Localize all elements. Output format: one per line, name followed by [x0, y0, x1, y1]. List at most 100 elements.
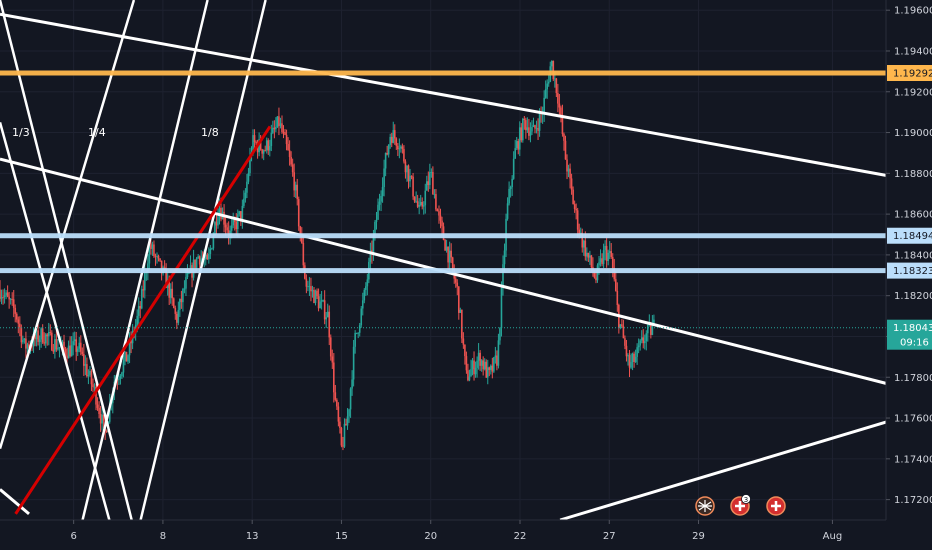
fan-line[interactable] [0, 122, 111, 521]
candle-body [425, 181, 428, 191]
candle-body [291, 164, 294, 173]
price-level-tag[interactable] [887, 65, 932, 82]
candle-body [354, 332, 356, 347]
y-tick-label: 1.19200 [894, 87, 932, 98]
candle-body [0, 297, 3, 299]
time-axis-panel[interactable] [0, 520, 886, 550]
candle-body [20, 327, 23, 343]
candle-body [339, 421, 341, 428]
event-icons[interactable]: 3 [695, 494, 786, 516]
candle-body [284, 132, 286, 135]
trend-line[interactable] [559, 420, 887, 522]
candle-body [537, 128, 539, 131]
candle-body [79, 342, 82, 352]
flag-uk-icon[interactable] [695, 496, 715, 516]
red-trend-line[interactable] [14, 125, 272, 515]
candle-body [334, 392, 337, 400]
candle-body [98, 407, 100, 414]
candle-body [614, 279, 617, 291]
candle-body [25, 338, 27, 349]
candle-body [278, 116, 280, 126]
y-tick-label: 1.17600 [894, 414, 932, 425]
candle-body [37, 330, 39, 342]
candle-body [357, 332, 359, 334]
candle-body [430, 172, 433, 173]
candle-body [416, 201, 419, 207]
candle-body [118, 378, 120, 380]
candle-body [218, 207, 221, 217]
candle-body [331, 356, 334, 363]
candle-body [165, 269, 167, 288]
candle-body [424, 190, 427, 206]
candle-body [340, 427, 343, 446]
x-tick-label: 15 [335, 531, 348, 542]
candle-body [608, 251, 611, 253]
candle-body [105, 430, 108, 433]
candle-body [477, 352, 480, 361]
current-price-tag[interactable] [887, 319, 932, 350]
fib-fan-label: 1/3 [12, 126, 30, 139]
candle-body [433, 194, 436, 195]
candle-body [214, 222, 216, 236]
candle-body [316, 290, 318, 297]
candle-body [628, 355, 631, 368]
candle-body [313, 289, 315, 303]
candle-body [240, 211, 242, 221]
candle-body [587, 252, 590, 258]
fan-line[interactable] [81, 0, 209, 521]
candle-body [198, 256, 201, 265]
candle-body [422, 205, 425, 207]
candle-body [589, 255, 591, 258]
trend-line[interactable] [0, 12, 887, 177]
candle-body [599, 258, 602, 263]
candle-body [6, 292, 9, 297]
y-tick-label: 1.19600 [894, 6, 932, 17]
x-tick-label: 29 [692, 531, 705, 542]
candle-body [11, 299, 13, 301]
candle-body [314, 290, 317, 303]
candle-body [610, 251, 613, 257]
price-level-line[interactable] [0, 70, 886, 76]
candle-body [217, 216, 219, 226]
candle-body [336, 399, 338, 407]
candle-body [605, 245, 608, 262]
candle-body [208, 253, 210, 260]
candle-body [380, 195, 382, 202]
candle-body [546, 83, 549, 90]
candle-body [78, 342, 81, 349]
candle-body [387, 144, 390, 155]
fan-line[interactable] [139, 0, 267, 521]
price-level-line[interactable] [0, 268, 886, 274]
candle-body [215, 222, 218, 226]
x-tick-label: 20 [424, 531, 437, 542]
candle-body [101, 414, 103, 424]
price-level-tag[interactable] [887, 227, 932, 244]
plot-background [0, 0, 886, 520]
candle-body [159, 258, 161, 261]
y-tick-label: 1.18400 [894, 250, 932, 261]
candle-body [365, 286, 367, 290]
candle-body [390, 136, 393, 143]
x-tick-label: 27 [603, 531, 616, 542]
candle-body [457, 286, 460, 313]
candle-body [500, 288, 503, 329]
candle-body [28, 344, 30, 348]
candle-body [326, 311, 329, 318]
flag-swiss-icon[interactable]: 3 [730, 494, 751, 516]
candle-body [462, 338, 465, 345]
flag-swiss-icon[interactable] [766, 496, 786, 516]
candle-body [90, 370, 93, 385]
candle-body [293, 172, 295, 191]
candle-body [369, 250, 372, 262]
trend-line[interactable] [0, 488, 30, 516]
candle-body [343, 423, 346, 447]
fan-line[interactable] [0, 0, 133, 521]
candle-body [547, 81, 550, 84]
candle-body [185, 277, 187, 289]
price-level-tag[interactable] [887, 262, 932, 279]
price-level-line[interactable] [0, 233, 886, 239]
candle-body [180, 298, 183, 303]
candle-body [127, 355, 129, 362]
candle-body [476, 360, 478, 368]
